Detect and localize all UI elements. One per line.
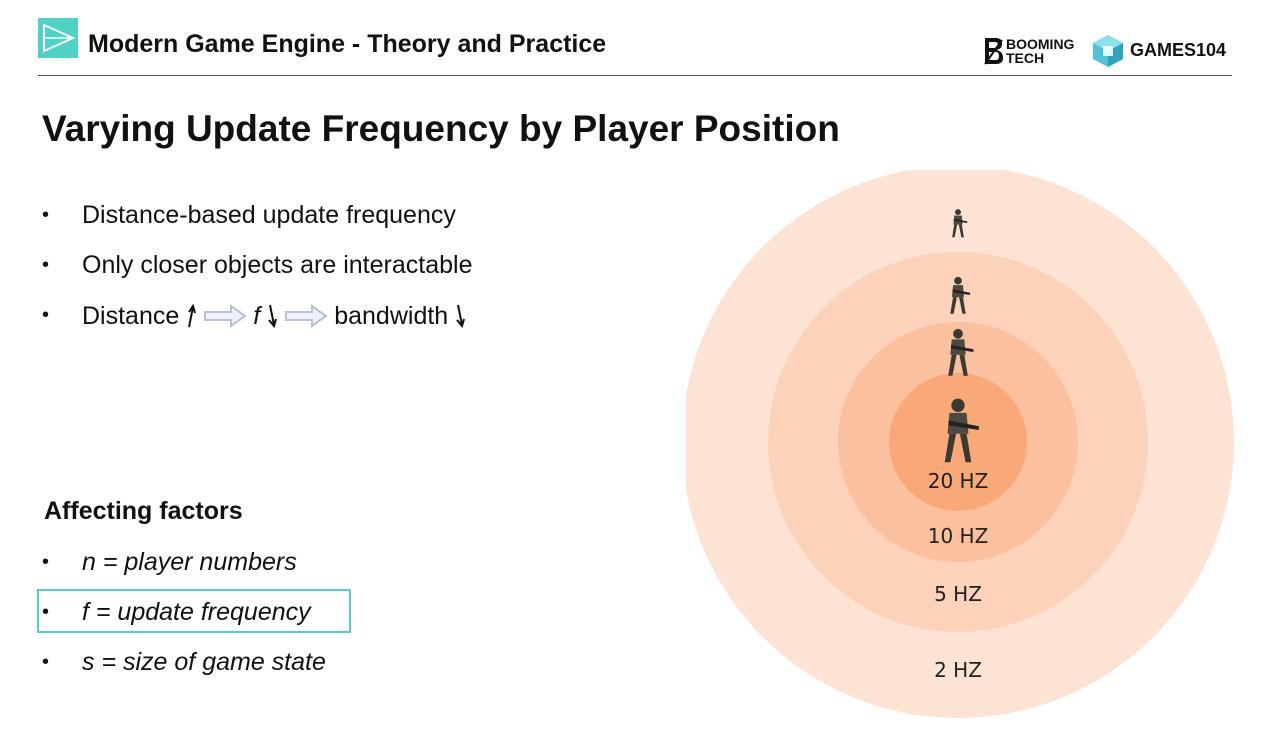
bullet-text: Only closer objects are interactable	[82, 251, 473, 279]
label-10hz: 10 HZ	[928, 524, 989, 548]
bullet-dot-icon: •	[42, 651, 50, 673]
brand-booming-line1: BOOMING	[1006, 36, 1075, 52]
soldier-icon	[948, 328, 974, 376]
factor-text: n = player numbers	[82, 548, 297, 576]
factor-item: • n = player numbers	[40, 543, 326, 593]
flow-f: f	[253, 302, 261, 331]
ring-20hz	[889, 373, 1027, 511]
soldier-icon	[944, 398, 979, 463]
down-arrow-icon	[456, 305, 466, 329]
right-hollow-arrow-icon	[204, 304, 247, 329]
bullet-dot-icon: •	[42, 551, 50, 573]
bullet-item: • Distance-based update frequency	[40, 196, 472, 246]
soldier-icon	[950, 276, 971, 314]
label-20hz: 20 HZ	[928, 469, 989, 493]
bullet-dot-icon: •	[42, 204, 50, 226]
up-arrow-icon	[188, 304, 197, 328]
brand-games104: GAMES104	[1130, 40, 1227, 60]
bullet-dot-icon: •	[42, 254, 50, 276]
play-logo-icon	[38, 18, 78, 58]
flow-distance: Distance	[82, 302, 180, 331]
right-hollow-arrow-icon	[285, 304, 328, 329]
factors-heading: Affecting factors	[44, 497, 243, 525]
highlight-box	[37, 589, 351, 633]
slide-header: Modern Game Engine - Theory and Practice…	[0, 0, 1280, 76]
update-frequency-rings: 20 HZ 10 HZ 5 HZ 2 HZ	[686, 170, 1234, 718]
down-arrow-icon	[268, 305, 278, 329]
factor-item: • s = size of game state	[40, 643, 326, 693]
bullet-dot-icon: •	[42, 304, 50, 326]
main-bullet-list: • Distance-based update frequency • Only…	[40, 196, 472, 346]
booming-tech-mark-icon	[984, 38, 1003, 65]
bullet-item-flow: • Distance f bandwidth	[40, 296, 472, 346]
factor-text: f = update frequency	[82, 598, 311, 626]
factor-item: • f = update frequency	[40, 593, 326, 643]
factor-text: s = size of game state	[82, 648, 326, 676]
header-divider	[38, 75, 1232, 76]
soldier-icon	[952, 209, 968, 238]
slide-title: Varying Update Frequency by Player Posit…	[42, 108, 840, 149]
flow-bandwidth: bandwidth	[334, 302, 449, 331]
distance-flow: Distance f bandwidth	[82, 297, 466, 335]
bullet-dot-icon: •	[42, 601, 50, 623]
course-title: Modern Game Engine - Theory and Practice	[88, 30, 607, 58]
factors-list: • n = player numbers • f = update freque…	[40, 543, 326, 693]
bullet-item: • Only closer objects are interactable	[40, 246, 472, 296]
brand-booming-line2: TECH	[1006, 50, 1045, 66]
label-2hz: 2 HZ	[934, 658, 982, 682]
label-5hz: 5 HZ	[934, 582, 982, 606]
games104-cube-icon	[1093, 35, 1123, 67]
bullet-text: Distance-based update frequency	[82, 201, 456, 229]
